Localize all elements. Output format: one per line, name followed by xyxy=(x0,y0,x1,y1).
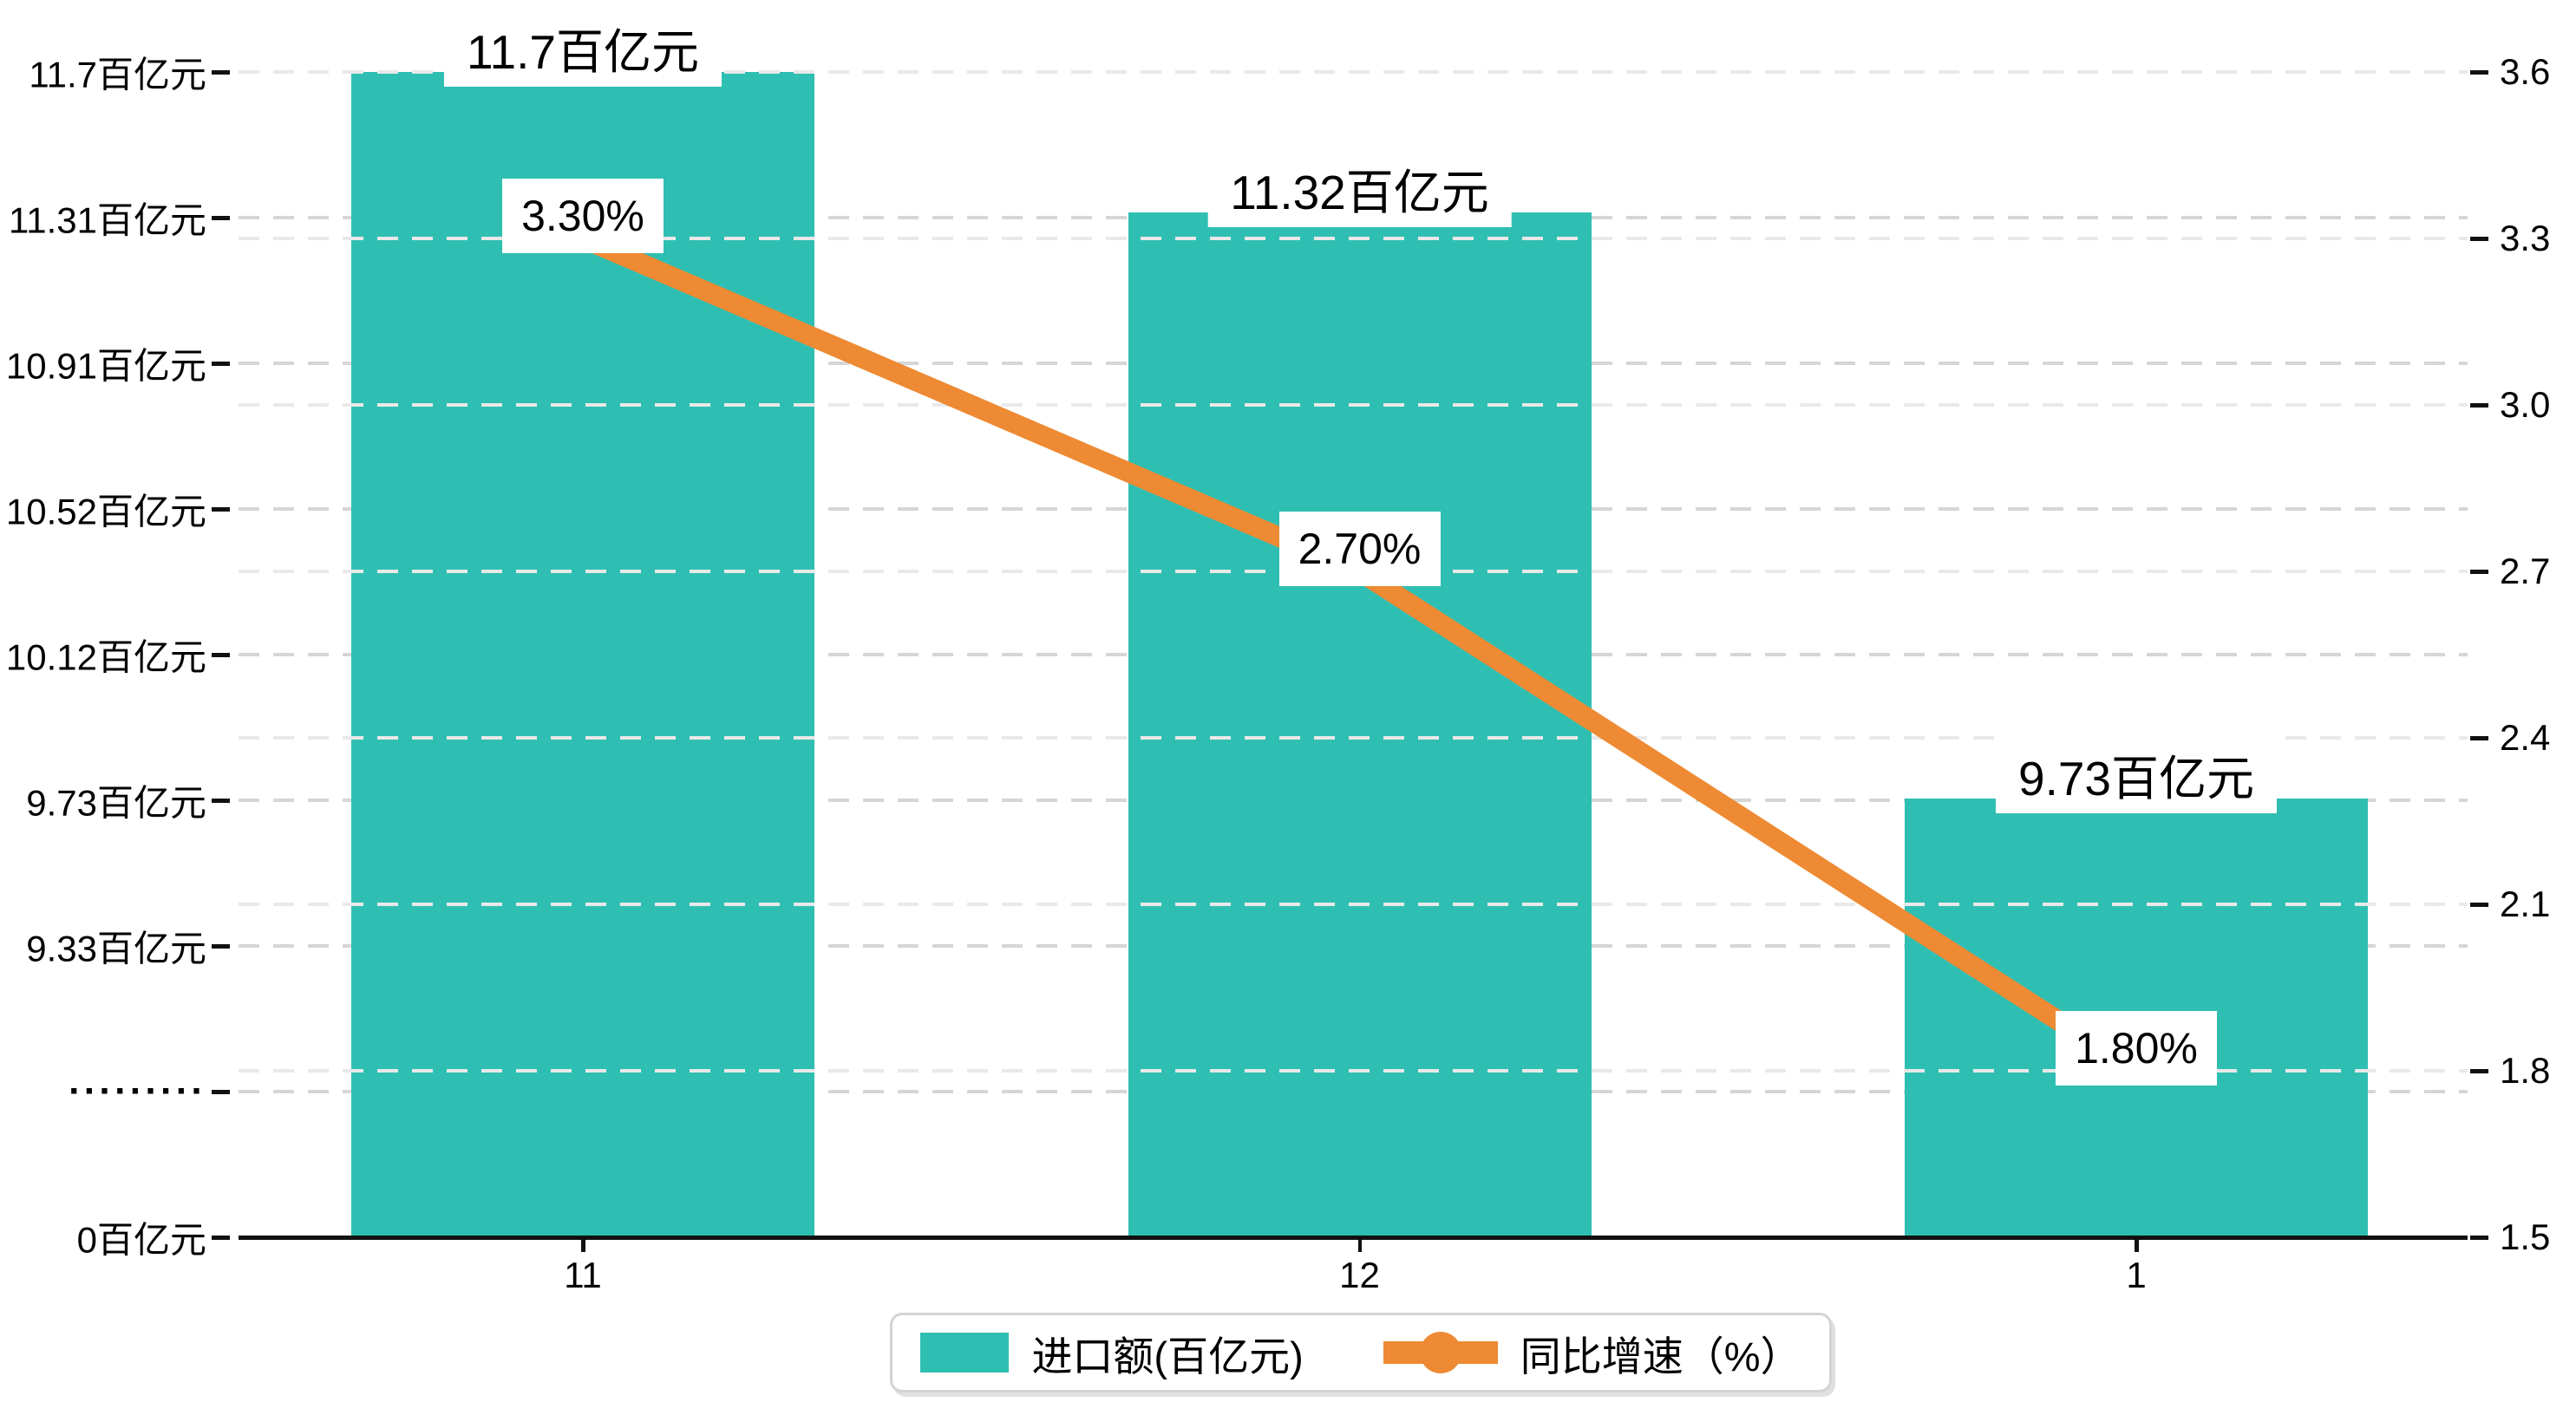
y-left-tick xyxy=(212,943,230,949)
line-value-label: 3.30% xyxy=(502,179,664,253)
y-left-tick xyxy=(212,215,230,220)
bar-value-label: 9.73百亿元 xyxy=(1995,734,2278,813)
x-tick-label: 12 xyxy=(1339,1255,1380,1295)
y-right-tick xyxy=(2470,735,2488,740)
line-circle-marker-icon xyxy=(1383,1332,1498,1373)
y-left-tick-label: 11.31百亿元 xyxy=(9,199,206,241)
trend-line-path xyxy=(572,228,2147,1081)
y-left-tick-label: 10.91百亿元 xyxy=(5,345,206,387)
y-right-tick-label: 3.3 xyxy=(2500,218,2551,258)
gridline-right-2.1 xyxy=(239,903,2468,906)
gridline-right-3.0 xyxy=(239,403,2468,407)
y-right-tick xyxy=(2470,1068,2488,1073)
y-right-tick xyxy=(2470,69,2488,75)
x-tick xyxy=(1357,1237,1362,1252)
y-left-tick-label: 9.33百亿元 xyxy=(26,928,206,969)
y-right-tick-label: 2.1 xyxy=(2500,884,2551,924)
x-tick-label: 11 xyxy=(564,1255,602,1295)
bar-month-12 xyxy=(1128,212,1592,1237)
bar-value-label: 11.32百亿元 xyxy=(1207,148,1512,227)
x-tick-label: 1 xyxy=(2126,1255,2147,1295)
y-left-tick-label: 9.73百亿元 xyxy=(26,782,206,824)
y-right-tick-label: 1.5 xyxy=(2500,1216,2551,1257)
y-left-tick xyxy=(212,506,230,512)
gridline-right-3.6 xyxy=(239,70,2468,74)
gridline-right-3.3 xyxy=(239,237,2468,240)
gridline-right-2.4 xyxy=(239,736,2468,740)
x-tick xyxy=(581,1237,585,1252)
y-right-tick-label: 3.0 xyxy=(2500,384,2551,425)
y-right-tick-label: 2.7 xyxy=(2500,551,2551,591)
y-right-tick xyxy=(2470,402,2488,408)
y-left-tick-label: 11.7百亿元 xyxy=(29,54,206,95)
legend: 进口额(百亿元) 同比增速（%） xyxy=(890,1313,1832,1392)
y-left-tick xyxy=(212,798,230,803)
y-right-tick-label: 1.8 xyxy=(2500,1050,2551,1091)
y-right-tick xyxy=(2470,902,2488,907)
y-left-tick xyxy=(212,1089,230,1094)
legend-item-growth: 同比增速（%） xyxy=(1383,1323,1801,1383)
legend-growth-label: 同比增速（%） xyxy=(1520,1333,1801,1379)
y-left-tick xyxy=(212,1235,230,1240)
y-right-tick-label: 2.4 xyxy=(2500,717,2551,758)
line-value-label: 2.70% xyxy=(1278,512,1441,586)
y-left-tick-label: 10.12百亿元 xyxy=(5,636,206,678)
x-axis-line xyxy=(239,1235,2468,1240)
y-left-tick xyxy=(212,69,230,75)
y-left-tick-label: 10.52百亿元 xyxy=(5,491,206,532)
y-left-tick xyxy=(212,652,230,657)
y-right-tick xyxy=(2470,569,2488,574)
legend-item-imports: 进口额(百亿元) xyxy=(920,1323,1304,1383)
gridline-right-1.8 xyxy=(239,1069,2468,1073)
x-tick xyxy=(2135,1237,2139,1252)
legend-imports-label: 进口额(百亿元) xyxy=(1031,1333,1304,1379)
y-left-tick-label: 0百亿元 xyxy=(76,1219,206,1261)
axis-break-label: ········· xyxy=(69,1070,206,1112)
bar-swatch-icon xyxy=(920,1333,1010,1373)
y-left-tick xyxy=(212,361,230,366)
bar-month-11 xyxy=(351,72,814,1237)
y-right-tick xyxy=(2470,236,2488,241)
bar-value-label: 11.7百亿元 xyxy=(444,9,722,87)
y-right-tick-label: 3.6 xyxy=(2500,51,2551,92)
line-value-label: 1.80% xyxy=(2056,1011,2217,1086)
y-right-tick xyxy=(2470,1235,2488,1240)
